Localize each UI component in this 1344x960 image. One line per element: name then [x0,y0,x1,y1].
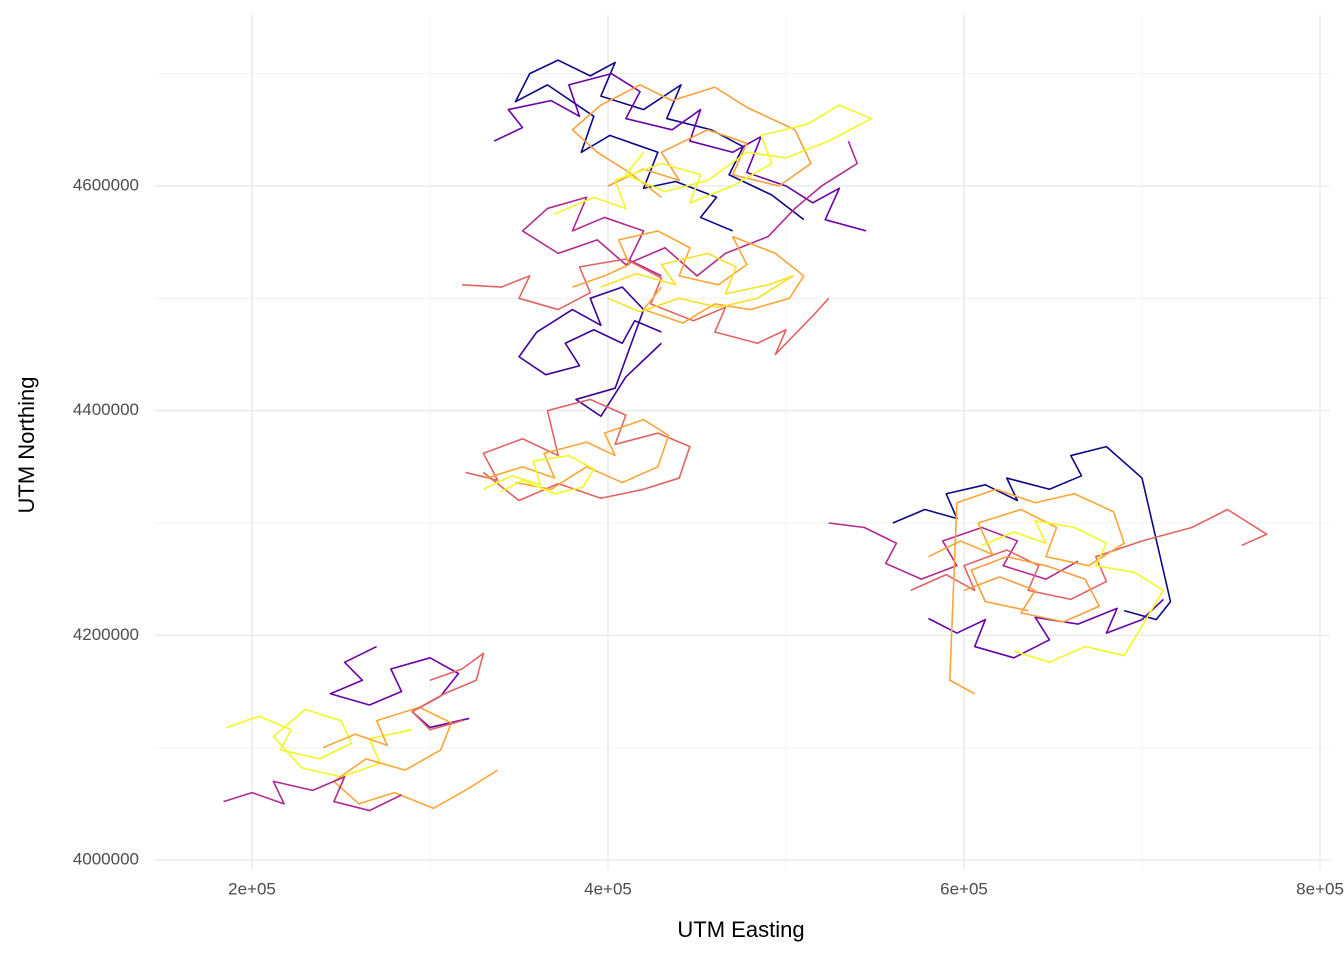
track-line [329,645,470,729]
track-line [493,72,867,232]
y-tick-label: 4600000 [73,175,139,194]
y-tick-label: 4400000 [73,400,139,419]
y-tick-label: 4000000 [73,849,139,868]
x-axis-title: UTM Easting [677,917,804,942]
x-tick-label: 8e+05 [1296,879,1344,898]
track-line [462,258,830,356]
track-line [981,519,1165,664]
track-line [521,140,859,277]
track-line [518,286,662,418]
track-line [892,445,1172,621]
track-line [223,776,402,812]
track-line [910,508,1268,601]
x-tick-label: 2e+05 [228,879,276,898]
y-axis-title: UTM Northing [14,377,39,514]
track-line [486,418,670,491]
track-line [928,598,1164,659]
track-line [828,522,1079,580]
track-line [572,230,805,324]
track-line [571,84,812,198]
track-line [963,555,1101,623]
y-tick-label: 4200000 [73,625,139,644]
track-line [600,252,794,313]
x-tick-label: 6e+05 [940,879,988,898]
track-line [226,708,413,778]
x-tick-label: 4e+05 [584,879,632,898]
track-line [411,652,485,731]
track-line [554,104,873,215]
track-line [928,488,1126,695]
grid [155,15,1330,870]
track-line [483,454,595,495]
track-line [465,398,691,502]
track-line [322,706,499,810]
tracks [223,59,1268,812]
